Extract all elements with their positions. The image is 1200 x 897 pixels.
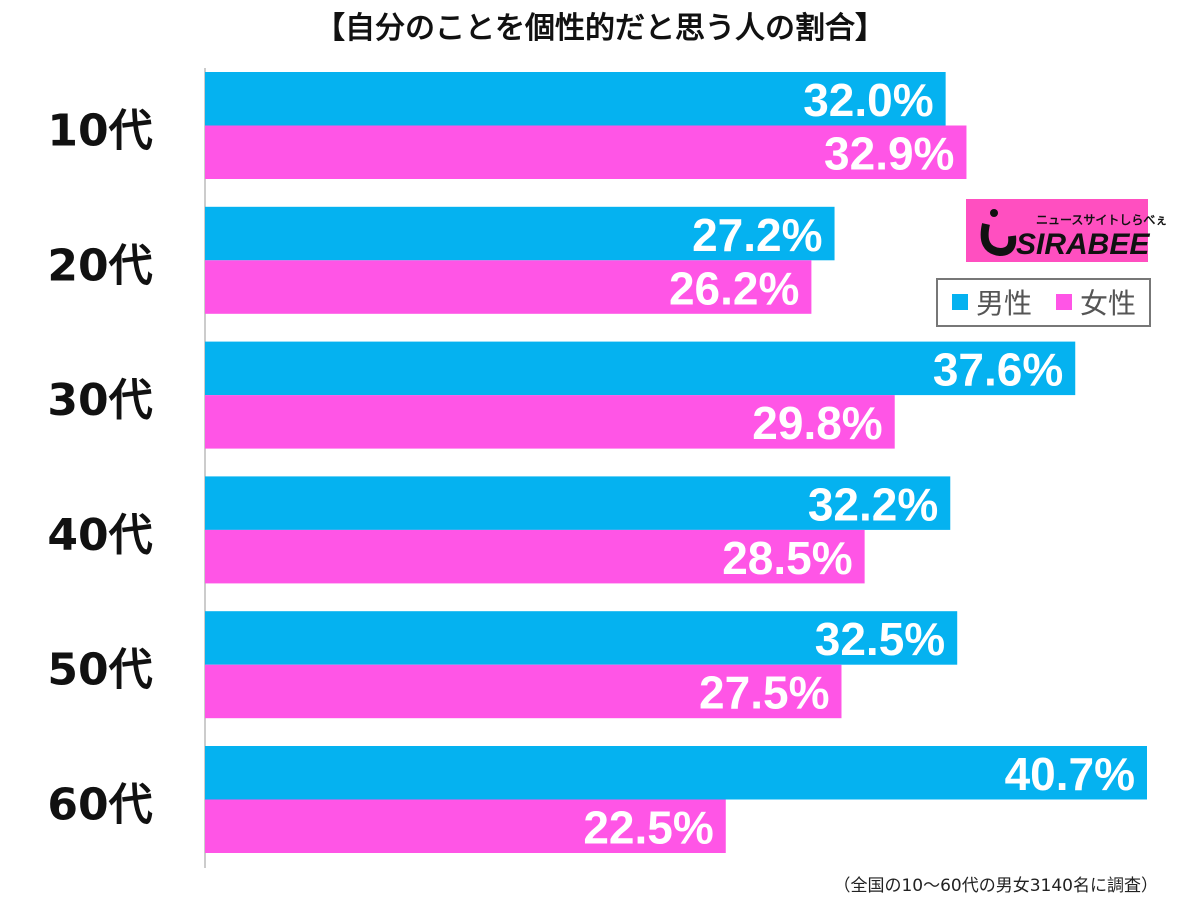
legend-swatch-female <box>1056 294 1072 310</box>
data-label: 29.8% <box>752 397 882 449</box>
data-label: 22.5% <box>583 802 713 854</box>
category-label: 40代 <box>47 510 152 561</box>
data-label: 26.2% <box>669 262 799 314</box>
bar-female-40代 <box>205 529 865 584</box>
data-label: 27.5% <box>699 667 829 719</box>
legend-label-male: 男性 <box>976 287 1032 320</box>
category-label: 30代 <box>47 375 152 426</box>
bar-male-50代 <box>205 611 958 665</box>
data-label: 40.7% <box>1005 748 1135 800</box>
data-label: 27.2% <box>692 209 822 261</box>
bar-male-60代 <box>205 746 1147 800</box>
bar-female-20代 <box>205 260 812 314</box>
data-label: 32.5% <box>815 613 945 665</box>
legend-swatch-male <box>952 294 968 310</box>
logo: SIRABEE ニュースサイトしらべぇ <box>966 199 1167 262</box>
bar-male-30代 <box>205 341 1076 396</box>
data-label: 28.5% <box>722 532 852 584</box>
footnote: （全国の10〜60代の男女3140名に調査） <box>833 876 1158 896</box>
chart-title: 【自分のことを個性的だと思う人の割合】 <box>315 11 885 46</box>
category-label: 50代 <box>47 645 152 696</box>
logo-subtext: ニュースサイトしらべぇ <box>1036 213 1167 227</box>
bar-female-30代 <box>205 395 895 449</box>
data-label: 32.0% <box>803 74 933 126</box>
data-label: 37.6% <box>933 344 1063 396</box>
bar-female-60代 <box>205 799 726 853</box>
category-label: 60代 <box>47 780 152 831</box>
bar-male-10代 <box>205 72 946 126</box>
bar-female-10代 <box>205 125 967 179</box>
data-label: 32.9% <box>824 128 954 180</box>
data-label: 32.2% <box>808 478 938 530</box>
legend-label-female: 女性 <box>1080 287 1136 320</box>
legend: 男性 女性 <box>936 278 1151 327</box>
bar-male-20代 <box>205 206 835 261</box>
logo-text: SIRABEE <box>1016 228 1150 261</box>
category-label: 10代 <box>47 106 152 157</box>
bar-female-50代 <box>205 664 842 719</box>
bar-male-40代 <box>205 476 951 530</box>
category-label: 20代 <box>47 240 152 291</box>
